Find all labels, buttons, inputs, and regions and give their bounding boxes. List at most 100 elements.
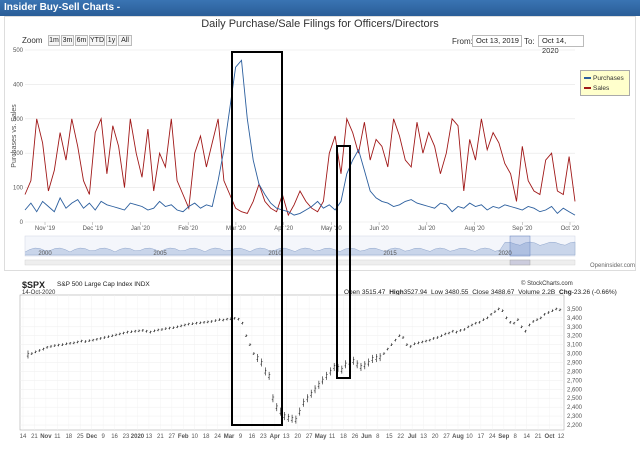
low-label: Low (430, 289, 443, 296)
spx-ticker: $SPX (22, 280, 46, 290)
spx-y-tick-label: 3,300 (567, 325, 583, 331)
navigator-year-label: 2015 (383, 251, 397, 257)
spx-x-tick-label: 12 (558, 434, 565, 440)
spx-x-tick-label: 22 (397, 434, 404, 440)
spx-x-tick-label: 10 (466, 434, 473, 440)
spx-x-tick-label: 13 (420, 434, 427, 440)
top-y-tick-label: 400 (13, 82, 24, 88)
spx-y-tick-label: 3,500 (567, 307, 583, 313)
zoom-3m-button[interactable]: 3m (61, 35, 74, 46)
spx-x-tick-label: 11 (329, 434, 336, 440)
spx-y-tick-label: 2,800 (567, 369, 583, 375)
spx-y-tick-label: 2,700 (567, 378, 583, 384)
navigator-year-label: 2000 (38, 251, 52, 257)
spx-x-tick-label: 11 (54, 434, 61, 440)
spx-x-tick-label: 16 (111, 434, 118, 440)
spx-y-tick-label: 2,500 (567, 396, 583, 402)
spx-date: 14-Oct-2020 (22, 290, 56, 296)
spx-x-tick-label: 20 (294, 434, 301, 440)
spx-x-tick-label: Feb (178, 434, 189, 440)
stockcharts-credit: © StockCharts.com (521, 281, 573, 287)
spx-x-tick-label: 18 (203, 434, 210, 440)
from-date-input[interactable]: Oct 13, 2019 (472, 35, 522, 47)
high-value: 3527.94 (403, 289, 428, 296)
navigator-year-label: 2010 (268, 251, 282, 257)
top-x-tick-label: Mar '20 (226, 226, 246, 232)
legend-item-purchases[interactable]: Purchases (584, 75, 624, 82)
spx-x-tick-label: 23 (260, 434, 267, 440)
low-value: 3480.55 (444, 289, 469, 296)
to-date-input[interactable]: Oct 14, 2020 (538, 35, 584, 55)
from-label: From: (452, 37, 473, 46)
top-x-tick-label: Oct '20 (561, 226, 580, 232)
spx-x-tick-label: Apr (270, 434, 281, 440)
spx-y-tick-label: 3,000 (567, 352, 583, 358)
volume-value: 2.2B (541, 289, 556, 296)
top-y-tick-label: 200 (13, 151, 24, 157)
zoom-6m-button[interactable]: 6m (75, 35, 88, 46)
spx-x-tick-label: 15 (386, 434, 393, 440)
top-x-tick-label: Jan '20 (131, 226, 151, 232)
spx-name: S&P 500 Large Cap Index INDX (57, 281, 150, 288)
zoom-1m-button[interactable]: 1m (48, 35, 60, 46)
zoom-1y-button[interactable]: 1y (106, 35, 117, 46)
navigator-selection (509, 235, 531, 257)
spx-x-tick-label: Aug (452, 434, 464, 440)
close-label: Close (472, 289, 489, 296)
top-x-tick-label: Dec '19 (83, 226, 104, 232)
top-y-tick-label: 0 (20, 220, 24, 226)
top-x-tick-label: Aug '20 (464, 226, 485, 232)
chart-title: Daily Purchase/Sale Filings for Officers… (201, 18, 439, 30)
top-x-tick-label: Feb '20 (178, 226, 198, 232)
top-x-tick-label: Apr '20 (274, 226, 293, 232)
spx-x-tick-label: Sep (498, 434, 509, 440)
spx-x-tick-label: 20 (432, 434, 439, 440)
spx-x-tick-label: 21 (157, 434, 164, 440)
top-y-tick-label: 500 (13, 48, 24, 54)
chg-label: Chg (559, 289, 572, 296)
series-line-purchases (24, 59, 576, 216)
spx-x-tick-label: 10 (191, 434, 198, 440)
spx-y-tick-label: 3,100 (567, 343, 583, 349)
zoom-all-button[interactable]: All (118, 35, 132, 46)
top-x-tick-label: Sep '20 (512, 226, 533, 232)
spx-x-tick-label: 26 (352, 434, 359, 440)
spx-x-tick-label: 27 (443, 434, 450, 440)
spx-y-tick-label: 2,400 (567, 405, 583, 411)
spx-x-tick-label: 25 (77, 434, 84, 440)
top-x-tick-label: May '20 (321, 226, 342, 232)
spx-x-tick-label: 17 (478, 434, 485, 440)
spx-y-tick-label: 2,300 (567, 414, 583, 420)
spx-x-tick-label: Jul (408, 434, 417, 440)
chart-credit: Openinsider.com (590, 263, 636, 269)
spx-x-tick-label: 14 (523, 434, 530, 440)
spx-x-tick-label: 9 (101, 434, 105, 440)
zoom-ytd-button[interactable]: YTD (89, 35, 105, 46)
chg-value: -23.26 (-0.66%) (571, 289, 617, 296)
spx-x-tick-label: May (315, 434, 327, 440)
chart-legend: Purchases Sales (580, 70, 630, 96)
spx-x-tick-label: 18 (65, 434, 72, 440)
zoom-label: Zoom (22, 36, 43, 45)
spx-y-tick-label: 2,900 (567, 361, 583, 367)
navigator-scrollbar (24, 259, 576, 266)
navigator-year-label: 2020 (498, 251, 512, 257)
spx-x-tick-label: 13 (283, 434, 290, 440)
spx-x-tick-label: Nov (40, 434, 52, 440)
spx-x-tick-label: 9 (239, 434, 243, 440)
navigator-scrollbar-thumb (509, 259, 531, 266)
spx-x-tick-label: 2020 (131, 434, 145, 440)
navigator-series (24, 241, 576, 256)
annotation-box-march-crash (231, 51, 283, 426)
spx-x-tick-label: Jun (361, 434, 372, 440)
spx-y-tick-label: 2,200 (567, 423, 583, 429)
spx-x-tick-label: 21 (31, 434, 38, 440)
spx-x-tick-label: Oct (545, 434, 555, 440)
spx-y-tick-label: 2,600 (567, 387, 583, 393)
spx-x-tick-label: 13 (146, 434, 153, 440)
legend-item-sales[interactable]: Sales (584, 85, 609, 92)
spx-x-tick-label: 21 (535, 434, 542, 440)
spx-x-tick-label: Mar (224, 434, 235, 440)
spx-x-tick-label: 8 (514, 434, 518, 440)
